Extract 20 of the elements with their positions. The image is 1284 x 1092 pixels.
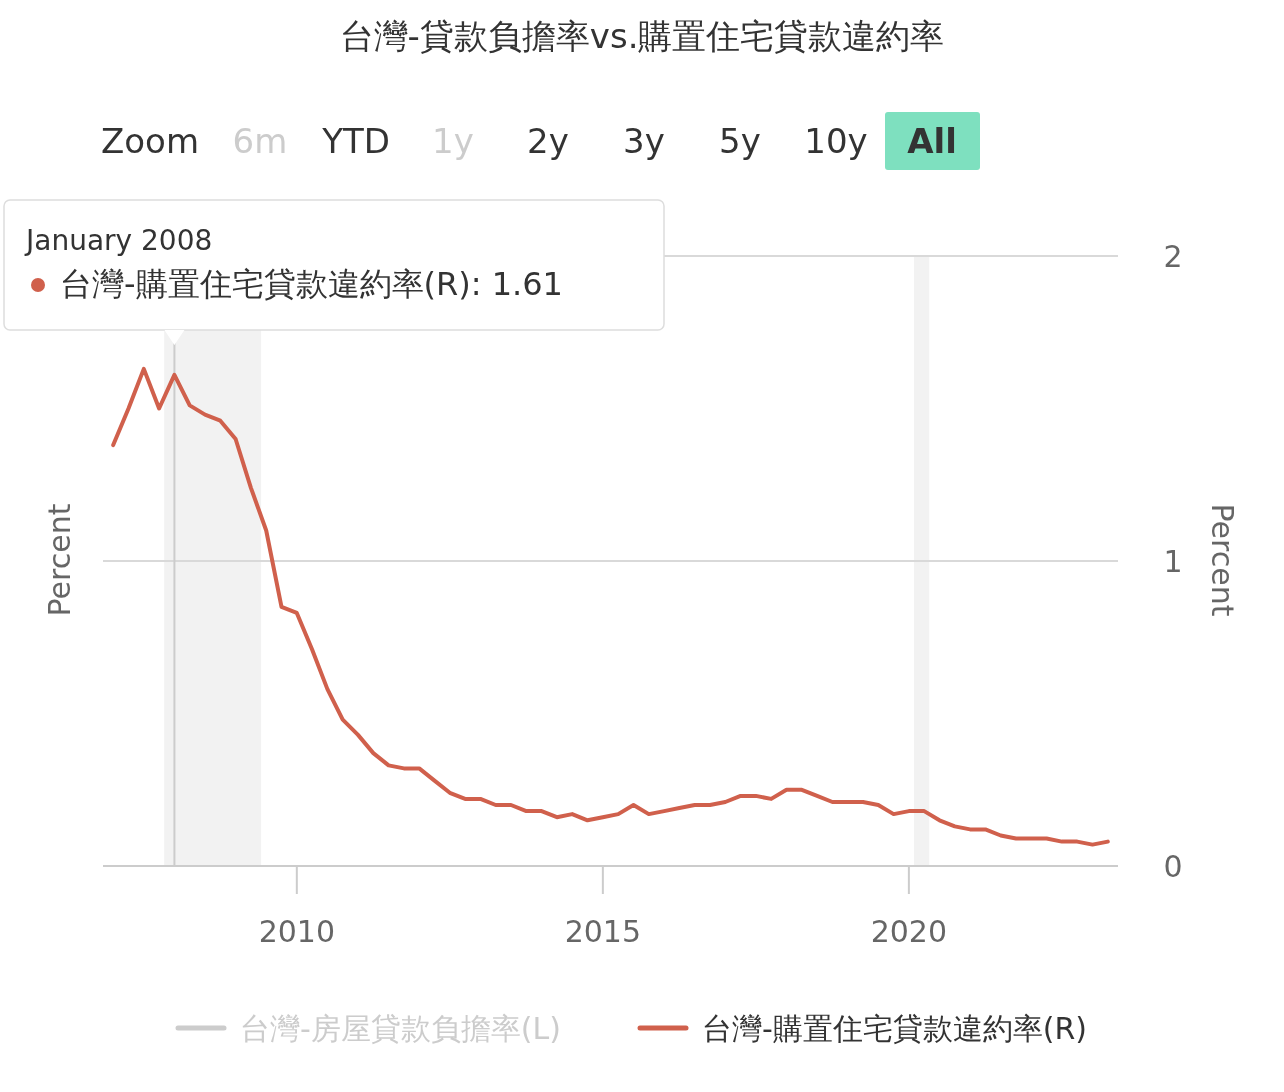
annotation: 台灣-購置住宅貸款違約率(R): 1.61: [60, 265, 563, 303]
text: 5y: [719, 121, 761, 161]
legend-label: 台灣-購置住宅貸款違約率(R): [702, 1011, 1088, 1046]
text: 2y: [527, 121, 569, 161]
text: Zoom: [100, 121, 200, 161]
y2-tick-label: 2: [1163, 239, 1183, 274]
y2-axis-title: Percent: [1205, 503, 1240, 617]
y2-tick-label: 1: [1163, 544, 1183, 579]
text: All: [907, 121, 957, 161]
annotation: January 2008: [24, 224, 213, 257]
y2-tick-label: 0: [1163, 849, 1183, 884]
y-axis-title: Percent: [42, 503, 77, 617]
text: 3y: [623, 121, 665, 161]
x-tick-label: 2010: [258, 914, 335, 949]
text: 10y: [804, 121, 868, 161]
x-tick-label: 2020: [870, 914, 948, 949]
chart-title: 台灣-貸款負擔率vs.購置住宅貸款違約率: [339, 16, 945, 56]
tooltip: January 2008 台灣-購置住宅貸款違約率(R): 1.61: [3, 199, 665, 345]
text: YTD: [321, 121, 390, 161]
x-tick-label: 2015: [564, 914, 642, 949]
